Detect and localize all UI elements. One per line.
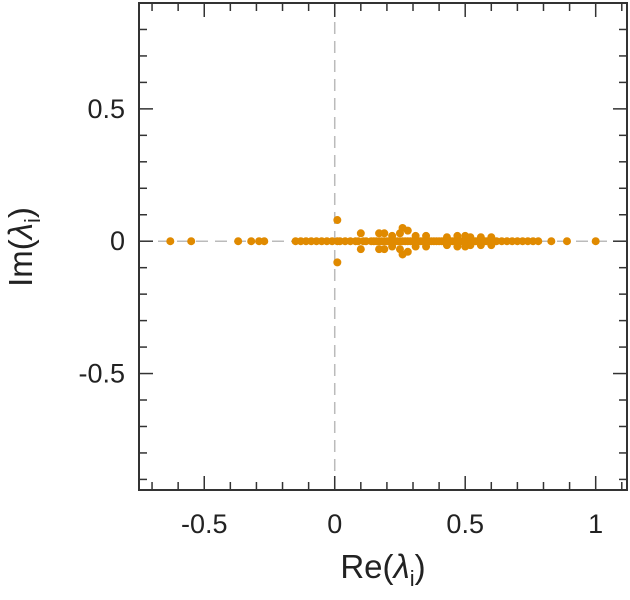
tick-labels: -0.5 0 0.5 1 -0.5 0 0.5 xyxy=(78,94,603,539)
y-tick-label: 0 xyxy=(110,226,125,256)
x-axis-title: Re(λi) xyxy=(340,548,425,591)
data-point xyxy=(466,241,475,250)
data-point xyxy=(388,231,397,240)
data-point xyxy=(388,242,397,251)
data-point xyxy=(187,237,196,246)
data-point xyxy=(234,237,243,246)
data-point xyxy=(422,242,431,251)
data-point xyxy=(333,216,342,225)
zero-reference-lines xyxy=(139,3,627,490)
y-axis-title: Im(λi) xyxy=(2,207,45,287)
data-point xyxy=(562,237,571,246)
x-tick-label: -0.5 xyxy=(181,509,228,539)
data-point xyxy=(380,245,389,254)
data-point xyxy=(487,233,496,242)
y-tick-label: -0.5 xyxy=(78,359,125,389)
data-point xyxy=(247,237,256,246)
data-point xyxy=(442,241,451,250)
data-point xyxy=(422,231,431,240)
data-point xyxy=(260,237,269,246)
data-point xyxy=(411,231,420,240)
data-point xyxy=(380,229,389,238)
data-point xyxy=(476,233,485,242)
data-point xyxy=(403,226,412,235)
plot-frame xyxy=(138,2,628,491)
data-point xyxy=(333,258,342,267)
data-point xyxy=(356,229,365,238)
x-tick-label: 1 xyxy=(588,509,603,539)
data-point xyxy=(476,241,485,250)
data-point xyxy=(453,242,462,251)
data-point xyxy=(403,247,412,256)
data-point xyxy=(487,241,496,250)
data-point xyxy=(547,237,556,246)
data-point xyxy=(356,245,365,254)
data-point xyxy=(166,237,175,246)
x-tick-label: 0 xyxy=(327,509,342,539)
data-point xyxy=(453,231,462,240)
data-point xyxy=(442,233,451,242)
data-points xyxy=(166,216,600,267)
data-point xyxy=(411,242,420,251)
data-point xyxy=(534,237,543,246)
y-tick-label: 0.5 xyxy=(87,94,125,124)
axis-ticks xyxy=(139,2,627,490)
x-tick-label: 0.5 xyxy=(446,509,484,539)
data-point xyxy=(591,237,600,246)
data-point xyxy=(466,233,475,242)
